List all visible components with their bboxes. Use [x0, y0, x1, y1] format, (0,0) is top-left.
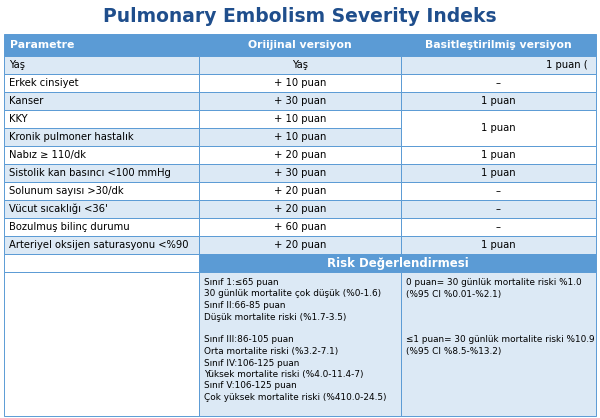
Text: Yaş: Yaş: [9, 60, 25, 70]
Text: + 30 puan: + 30 puan: [274, 168, 326, 178]
Bar: [401, 182, 596, 200]
Text: –: –: [496, 204, 501, 214]
Bar: [4, 128, 199, 146]
Text: Kanser: Kanser: [9, 96, 43, 106]
Bar: [4, 236, 199, 254]
Text: + 20 puan: + 20 puan: [274, 186, 326, 196]
Text: Solunum sayısı >30/dk: Solunum sayısı >30/dk: [9, 186, 124, 196]
Text: + 60 puan: + 60 puan: [274, 222, 326, 232]
Text: + 20 puan: + 20 puan: [274, 240, 326, 250]
Text: Pulmonary Embolism Severity Indeks: Pulmonary Embolism Severity Indeks: [103, 8, 497, 26]
Bar: [4, 200, 199, 218]
Text: 1 puan: 1 puan: [481, 168, 515, 178]
Text: Orta mortalite riski (%3.2-7.1): Orta mortalite riski (%3.2-7.1): [205, 347, 338, 356]
Text: Risk Değerlendirmesi: Risk Değerlendirmesi: [327, 257, 469, 270]
Bar: [199, 218, 401, 236]
Text: 30 günlük mortalite çok düşük (%0-1.6): 30 günlük mortalite çok düşük (%0-1.6): [205, 290, 382, 298]
Bar: [4, 272, 199, 416]
Text: 1 puan: 1 puan: [481, 123, 515, 133]
Text: Bozulmuş bilinç durumu: Bozulmuş bilinç durumu: [9, 222, 130, 232]
Bar: [401, 218, 596, 236]
Bar: [199, 128, 401, 146]
Text: Arteriyel oksijen saturasyonu <%90: Arteriyel oksijen saturasyonu <%90: [9, 240, 188, 250]
Bar: [199, 200, 401, 218]
Text: Sınıf IV:106-125 puan: Sınıf IV:106-125 puan: [205, 359, 300, 367]
Bar: [4, 56, 199, 74]
Bar: [401, 236, 596, 254]
Bar: [4, 218, 199, 236]
Text: Yaş: Yaş: [292, 60, 308, 70]
Text: –: –: [496, 222, 501, 232]
Bar: [401, 146, 596, 164]
Bar: [4, 254, 199, 272]
Bar: [401, 110, 596, 146]
Text: Sınıf II:66-85 puan: Sınıf II:66-85 puan: [205, 301, 286, 310]
Text: Sınıf III:86-105 puan: Sınıf III:86-105 puan: [205, 336, 294, 344]
Text: Parametre: Parametre: [10, 40, 74, 50]
Bar: [4, 34, 199, 56]
Text: + 10 puan: + 10 puan: [274, 78, 326, 88]
Text: Sınıf 1:≤65 puan: Sınıf 1:≤65 puan: [205, 278, 279, 287]
Bar: [199, 56, 401, 74]
Bar: [199, 92, 401, 110]
Text: Erkek cinsiyet: Erkek cinsiyet: [9, 78, 79, 88]
Text: 1 puan (: 1 puan (: [547, 60, 588, 70]
Text: Sınıf V:106-125 puan: Sınıf V:106-125 puan: [205, 382, 297, 390]
Text: Düşük mortalite riski (%1.7-3.5): Düşük mortalite riski (%1.7-3.5): [205, 313, 347, 321]
Text: 1 puan: 1 puan: [481, 240, 515, 250]
Text: ≤1 puan= 30 günlük mortalite riski %10.9: ≤1 puan= 30 günlük mortalite riski %10.9: [406, 336, 594, 344]
Bar: [199, 74, 401, 92]
Bar: [4, 182, 199, 200]
Bar: [199, 236, 401, 254]
Text: –: –: [496, 78, 501, 88]
Text: Kronik pulmoner hastalık: Kronik pulmoner hastalık: [9, 132, 134, 142]
Bar: [199, 110, 401, 128]
Bar: [4, 74, 199, 92]
Bar: [199, 254, 596, 272]
Bar: [401, 56, 596, 74]
Text: Sistolik kan basıncı <100 mmHg: Sistolik kan basıncı <100 mmHg: [9, 168, 171, 178]
Bar: [199, 272, 401, 416]
Bar: [401, 34, 596, 56]
Text: (%95 CI %0.01-%2.1): (%95 CI %0.01-%2.1): [406, 290, 501, 298]
Text: + 10 puan: + 10 puan: [274, 132, 326, 142]
Text: (%95 CI %8.5-%13.2): (%95 CI %8.5-%13.2): [406, 347, 501, 356]
Bar: [401, 74, 596, 92]
Bar: [199, 164, 401, 182]
Bar: [4, 92, 199, 110]
Bar: [401, 164, 596, 182]
Bar: [4, 164, 199, 182]
Text: Çok yüksek mortalite riski (%410.0-24.5): Çok yüksek mortalite riski (%410.0-24.5): [205, 393, 387, 402]
Bar: [199, 182, 401, 200]
Text: Oriijinal versiyon: Oriijinal versiyon: [248, 40, 352, 50]
Bar: [4, 110, 199, 128]
Text: Nabız ≥ 110/dk: Nabız ≥ 110/dk: [9, 150, 86, 160]
Bar: [4, 146, 199, 164]
Text: Yüksek mortalite riski (%4.0-11.4-7): Yüksek mortalite riski (%4.0-11.4-7): [205, 370, 364, 379]
Text: 1 puan: 1 puan: [481, 150, 515, 160]
Bar: [199, 34, 401, 56]
Text: + 30 puan: + 30 puan: [274, 96, 326, 106]
Text: KKY: KKY: [9, 114, 28, 124]
Text: + 10 puan: + 10 puan: [274, 114, 326, 124]
Bar: [401, 200, 596, 218]
Text: –: –: [496, 186, 501, 196]
Text: Basitleştirilmiş versiyon: Basitleştirilmiş versiyon: [425, 40, 572, 50]
Bar: [199, 146, 401, 164]
Bar: [401, 92, 596, 110]
Text: Vücut sıcaklığı <36': Vücut sıcaklığı <36': [9, 204, 108, 214]
Bar: [401, 272, 596, 416]
Text: 0 puan= 30 günlük mortalite riski %1.0: 0 puan= 30 günlük mortalite riski %1.0: [406, 278, 581, 287]
Text: + 20 puan: + 20 puan: [274, 150, 326, 160]
Text: + 20 puan: + 20 puan: [274, 204, 326, 214]
Text: 1 puan: 1 puan: [481, 96, 515, 106]
